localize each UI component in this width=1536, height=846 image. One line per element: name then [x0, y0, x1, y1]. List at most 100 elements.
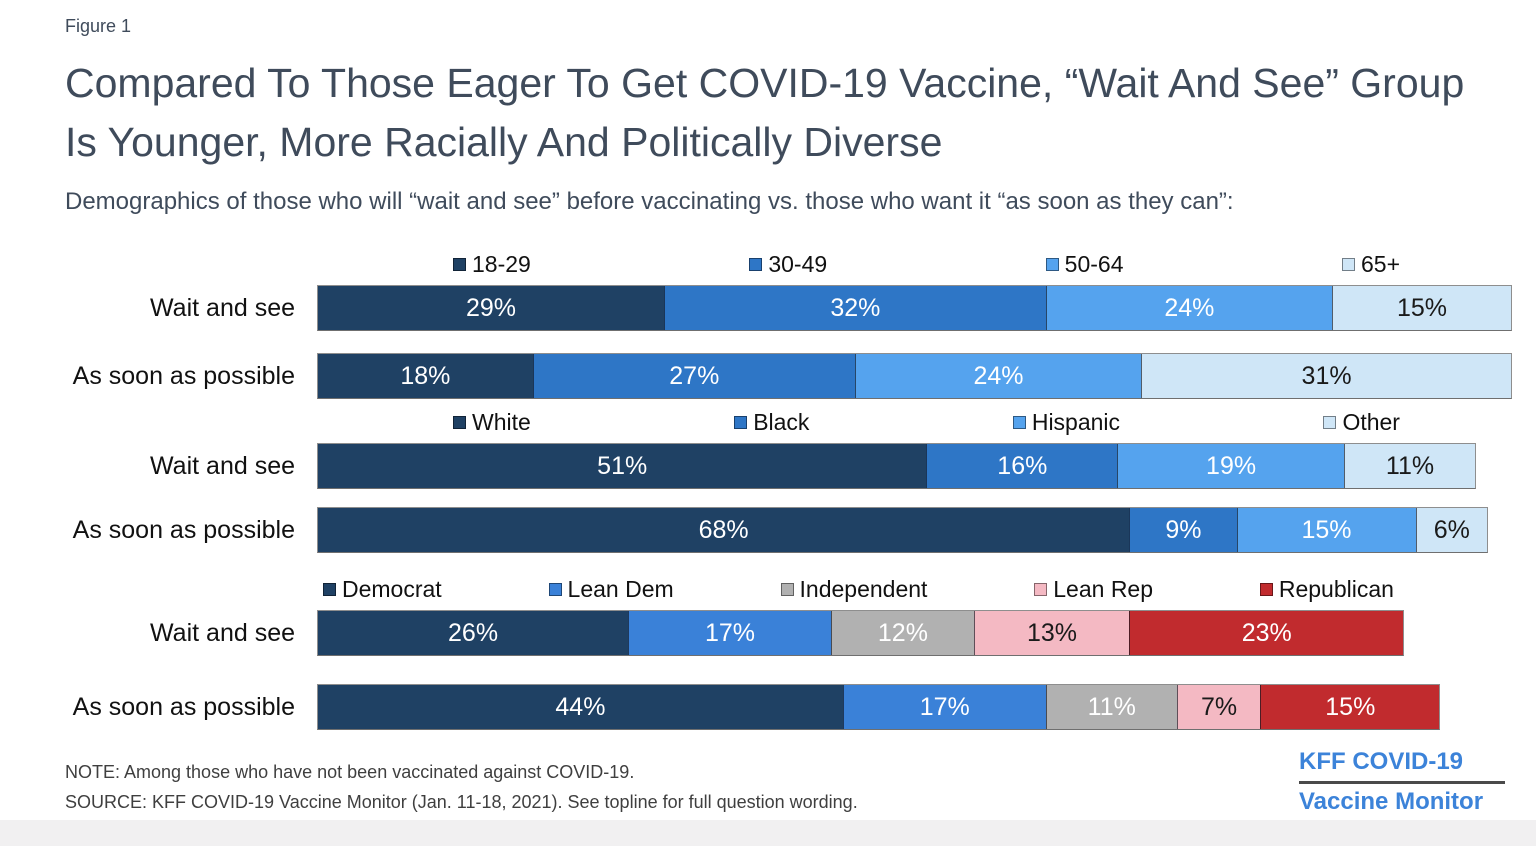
- kff-logo: KFF COVID-19 Vaccine Monitor: [1299, 748, 1505, 816]
- legend-label: White: [472, 408, 531, 435]
- legend-label: 30-49: [768, 250, 828, 277]
- bar-segment: 13%: [974, 611, 1130, 655]
- bar-segment-value: 44%: [555, 692, 606, 721]
- bar-row: As soon as possible 68% 9% 15% 6%: [0, 507, 1536, 553]
- bar-segment-value: 15%: [1301, 515, 1352, 544]
- bar-segment: 32%: [663, 286, 1046, 330]
- bar-segment: 17%: [628, 611, 831, 655]
- bar-gap: [0, 489, 1536, 507]
- bar-track: 68% 9% 15% 6%: [317, 507, 1512, 553]
- bar-segment: 51%: [318, 444, 927, 488]
- bar-segment-value: 7%: [1201, 692, 1238, 721]
- legend-label: Democrat: [342, 575, 442, 602]
- bar-segment: 31%: [1141, 354, 1511, 398]
- legend-label: Hispanic: [1031, 408, 1121, 435]
- legend-label: Black: [753, 408, 810, 435]
- legend-swatch-icon: [780, 582, 794, 596]
- page-subtitle: Demographics of those who will “wait and…: [65, 188, 1234, 215]
- bar-segment: 68%: [318, 508, 1130, 552]
- bar-track: 26% 17% 12% 13% 23%: [317, 610, 1512, 656]
- bar-segment: 24%: [1045, 286, 1333, 330]
- legend-label: 18-29: [472, 250, 531, 277]
- row-label: Wait and see: [150, 293, 295, 322]
- bar-track: 29% 32% 24% 15%: [317, 285, 1512, 331]
- bar-segment: 27%: [532, 354, 855, 398]
- bar-segment-value: 17%: [919, 692, 970, 721]
- bar-segment-value: 51%: [597, 451, 648, 480]
- legend-item: Hispanic: [1012, 408, 1121, 436]
- legend-swatch-icon: [734, 415, 748, 429]
- bar-segment: 12%: [830, 611, 974, 655]
- legend-swatch-icon: [749, 257, 763, 271]
- bar-row: Wait and see 29% 32% 24% 15%: [0, 285, 1536, 331]
- legend-label: Lean Dem: [567, 575, 674, 602]
- bar-segment-value: 18%: [400, 361, 451, 390]
- bar-segment: 15%: [1260, 685, 1440, 729]
- age-legend: 18-29 30-49 50-64 65+: [317, 250, 1512, 278]
- bar-segment: 7%: [1176, 685, 1261, 729]
- group-spacer: [0, 553, 1536, 577]
- bar-segment-value: 26%: [448, 618, 499, 647]
- logo-line-2: Vaccine Monitor: [1299, 788, 1484, 815]
- bar-segment-value: 24%: [973, 361, 1024, 390]
- bar-segment: 15%: [1236, 508, 1416, 552]
- legend-label: 50-64: [1064, 250, 1124, 277]
- legend-swatch-icon: [453, 257, 466, 271]
- bar-segment: 17%: [842, 685, 1046, 729]
- legend-label: Lean Rep: [1053, 575, 1154, 602]
- legend-item: 50-64: [1045, 250, 1124, 278]
- legend-item: 30-49: [749, 251, 827, 278]
- bar-gap: [0, 331, 1536, 353]
- bar-segment: 18%: [318, 354, 533, 398]
- bar-segment-value: 24%: [1164, 293, 1215, 322]
- bar-track: 18% 27% 24% 31%: [317, 353, 1512, 399]
- party-legend: Democrat Lean Dem Independent Lean Rep Repub…: [317, 575, 1512, 603]
- legend-item: White: [453, 409, 531, 436]
- bar-segment-value: 68%: [698, 515, 749, 544]
- chart-group-party: Democrat Lean Dem Independent Lean Rep Repub…: [0, 575, 1536, 730]
- bar-segment: 19%: [1117, 444, 1344, 488]
- bar-segment: 16%: [926, 444, 1118, 488]
- bar-gap: [0, 656, 1536, 684]
- row-label: As soon as possible: [72, 692, 295, 721]
- legend-item: Black: [734, 409, 809, 436]
- legend-item: Republican: [1259, 575, 1394, 603]
- legend-swatch-icon: [453, 415, 466, 429]
- legend-swatch-icon: [1012, 415, 1026, 429]
- bar-segment-value: 27%: [669, 361, 720, 390]
- stacked-bar: 29% 32% 24% 15%: [317, 285, 1512, 331]
- bar-row: As soon as possible 18% 27% 24% 31%: [0, 353, 1536, 399]
- bar-segment: 24%: [854, 354, 1142, 398]
- bar-segment: 6%: [1415, 508, 1488, 552]
- chart-group-race: White Black Hispanic Other Wait and see 51% 16…: [0, 408, 1536, 553]
- page-title: Compared To Those Eager To Get COVID-19 …: [65, 60, 1465, 165]
- bar-segment: 9%: [1129, 508, 1237, 552]
- figure-label: Figure 1: [65, 16, 132, 36]
- legend-swatch-icon: [548, 582, 562, 596]
- legend-label: Independent: [799, 575, 928, 602]
- legend-item: Lean Dem: [548, 575, 674, 603]
- legend-label: Republican: [1278, 575, 1394, 602]
- header: Figure 1 Compared To Those Eager To Get …: [0, 0, 1536, 216]
- legend-swatch-icon: [1323, 415, 1337, 429]
- row-label: Wait and see: [150, 618, 295, 647]
- legend-swatch-icon: [1045, 257, 1059, 271]
- source-text: SOURCE: KFF COVID-19 Vaccine Monitor (Ja…: [65, 792, 858, 812]
- bar-segment: 44%: [318, 685, 843, 729]
- bar-track: 51% 16% 19% 11%: [317, 443, 1512, 489]
- bar-segment: 15%: [1332, 286, 1511, 330]
- legend-item: 18-29: [453, 251, 531, 278]
- bar-row: Wait and see 26% 17% 12% 13% 23%: [0, 610, 1536, 656]
- bar-row: As soon as possible 44% 17% 11% 7% 15%: [0, 684, 1536, 730]
- legend-label: 65+: [1360, 250, 1400, 277]
- legend-swatch-icon: [1034, 582, 1048, 596]
- stacked-bar: 26% 17% 12% 13% 23%: [317, 610, 1405, 656]
- bar-segment-value: 15%: [1396, 293, 1448, 322]
- logo-line-1: KFF COVID-19: [1299, 748, 1464, 775]
- bar-segment-value: 9%: [1165, 515, 1202, 544]
- legend-label: Other: [1342, 408, 1400, 435]
- bar-track: 44% 17% 11% 7% 15%: [317, 684, 1512, 730]
- legend-swatch-icon: [1341, 257, 1355, 271]
- bar-segment: 23%: [1129, 611, 1404, 655]
